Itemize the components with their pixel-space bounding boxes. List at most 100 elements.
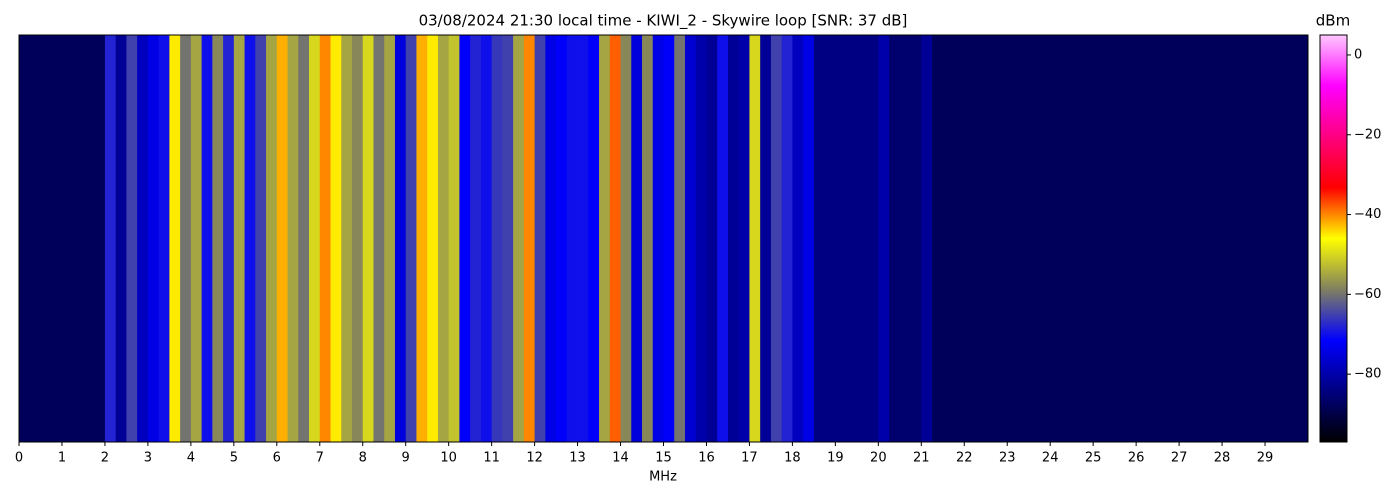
x-tick-label: 8 <box>359 451 367 466</box>
heatmap-cell <box>287 35 299 442</box>
heatmap-cell <box>556 35 568 442</box>
heatmap-cell <box>684 35 697 442</box>
x-tick-label: 20 <box>870 451 887 466</box>
heatmap-cell <box>1114 35 1126 442</box>
heatmap-cell <box>942 35 954 442</box>
heatmap-cell <box>1179 35 1191 442</box>
x-tick-label: 18 <box>784 451 801 466</box>
heatmap-cell <box>738 35 750 442</box>
heatmap-cell <box>180 35 192 442</box>
colorbar-tick-label: −40 <box>1354 207 1381 222</box>
heatmap-cell <box>1243 35 1255 442</box>
heatmap-cell <box>717 35 729 442</box>
x-tick-label: 27 <box>1171 451 1188 466</box>
x-axis-label: MHz <box>649 470 677 485</box>
heatmap-cell <box>147 35 160 442</box>
heatmap-cell <box>824 35 836 442</box>
heatmap-cell <box>964 35 976 442</box>
heatmap-cell <box>523 35 535 442</box>
heatmap-cell <box>921 35 933 442</box>
x-tick-label: 10 <box>440 451 457 466</box>
x-tick-label: 24 <box>1042 451 1059 466</box>
x-tick-label: 22 <box>956 451 973 466</box>
heatmap-cell <box>609 35 621 442</box>
heatmap-cell <box>405 35 417 442</box>
heatmap-cell <box>577 35 589 442</box>
heatmap-cell <box>437 35 450 442</box>
heatmap-cell <box>1265 35 1277 442</box>
heatmap-cell <box>384 35 396 442</box>
x-tick-label: 9 <box>402 451 410 466</box>
heatmap-cell <box>40 35 52 442</box>
heatmap-cell <box>212 35 224 442</box>
heatmap-cell <box>72 35 84 442</box>
heatmap-cell <box>932 35 944 442</box>
heatmap-cell <box>416 35 428 442</box>
heatmap-cell <box>899 35 911 442</box>
heatmap-cell <box>953 35 965 442</box>
heatmap-cell <box>1136 35 1148 442</box>
colorbar-tick-label: −80 <box>1354 367 1381 382</box>
heatmap-cell <box>244 35 256 442</box>
heatmap-cell <box>566 35 578 442</box>
x-tick-label: 25 <box>1085 451 1102 466</box>
heatmap-cell <box>351 35 364 442</box>
x-tick-label: 6 <box>273 451 281 466</box>
heatmap-cell <box>792 35 804 442</box>
colorbar-label: dBm <box>1316 12 1350 30</box>
heatmap-cell <box>1093 35 1105 442</box>
heatmap-cell <box>1232 35 1244 442</box>
heatmap-cell <box>846 35 858 442</box>
x-tick-label: 28 <box>1214 451 1231 466</box>
x-tick-label: 7 <box>316 451 324 466</box>
heatmap-cell <box>599 35 611 442</box>
heatmap-cell <box>835 35 847 442</box>
heatmap-cell <box>448 35 460 442</box>
x-tick-label: 11 <box>483 451 500 466</box>
heatmap-cell <box>1286 35 1298 442</box>
heatmap-cell <box>309 35 321 442</box>
colorbar-tick-label: −60 <box>1354 287 1381 302</box>
heatmap-cell <box>19 35 31 442</box>
heatmap-cell <box>341 35 353 442</box>
heatmap-cell <box>674 35 686 442</box>
heatmap-cell <box>706 35 718 442</box>
x-tick-label: 21 <box>913 451 930 466</box>
x-tick-label: 26 <box>1128 451 1145 466</box>
heatmap-cell <box>480 35 493 442</box>
heatmap-cell <box>803 35 815 442</box>
heatmap-cell <box>1125 35 1137 442</box>
heatmap-cell <box>663 35 675 442</box>
heatmap-cell <box>867 35 879 442</box>
heatmap-cell <box>169 35 181 442</box>
x-tick-label: 19 <box>827 451 844 466</box>
heatmap-cell <box>223 35 235 442</box>
heatmap-cell <box>910 35 922 442</box>
heatmap-cell <box>1297 35 1309 442</box>
x-tick-label: 1 <box>58 451 66 466</box>
heatmap-cell <box>104 35 117 442</box>
heatmap-cell <box>470 35 482 442</box>
x-tick-label: 3 <box>144 451 152 466</box>
x-tick-label: 2 <box>101 451 109 466</box>
heatmap-cell <box>631 35 643 442</box>
x-tick-label: 29 <box>1257 451 1274 466</box>
heatmap-cell <box>1222 35 1234 442</box>
heatmap-cell <box>394 35 407 442</box>
heatmap-cell <box>115 35 127 442</box>
heatmap-cell <box>620 35 632 442</box>
x-tick-label: 15 <box>655 451 672 466</box>
x-tick-label: 12 <box>526 451 543 466</box>
heatmap-cell <box>760 35 772 442</box>
heatmap-cell <box>83 35 95 442</box>
heatmap-cell <box>61 35 74 442</box>
heatmap-cell <box>459 35 471 442</box>
heatmap-cell <box>1050 35 1062 442</box>
heatmap-cell <box>319 35 331 442</box>
heatmap-cell <box>813 35 826 442</box>
x-tick-label: 13 <box>569 451 586 466</box>
heatmap-cell <box>588 35 600 442</box>
heatmap-cell <box>233 35 245 442</box>
heatmap-cell <box>1060 35 1073 442</box>
